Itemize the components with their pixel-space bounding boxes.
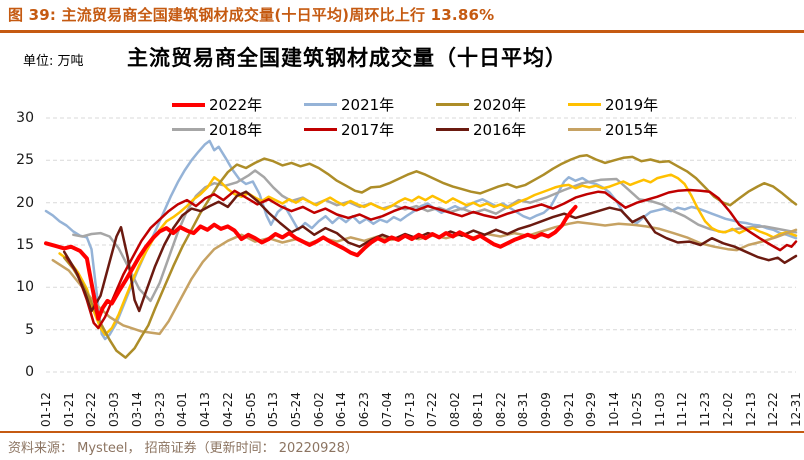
x-tick-label: 12-22 — [766, 392, 781, 427]
x-tick-label: 06-02 — [311, 392, 326, 427]
legend-item-2016年: 2016年 — [436, 117, 568, 142]
unit-label: 单位: 万吨 — [23, 54, 84, 69]
y-tick-label: 15 — [16, 237, 34, 253]
x-tick-label: 03-03 — [107, 392, 122, 427]
x-tick-label: 08-02 — [448, 392, 463, 427]
legend-label: 2017年 — [341, 121, 395, 139]
x-tick-label: 03-14 — [129, 392, 144, 427]
series-line-2017年 — [65, 188, 798, 330]
line-chart — [44, 117, 798, 373]
x-tick-label: 09-09 — [539, 392, 553, 427]
legend-label: 2018年 — [209, 121, 263, 139]
legend-item-2021年: 2021年 — [304, 92, 436, 117]
x-tick-label: 06-23 — [357, 392, 372, 427]
figure-title: 图 39: 主流贸易商全国建筑钢材成交量(十日平均)周环比上行 13.86% — [8, 6, 495, 24]
x-tick-label: 05-24 — [289, 392, 303, 427]
x-tick-label: 10-25 — [629, 392, 644, 427]
legend-swatch-icon — [304, 103, 337, 106]
x-tick-label: 04-13 — [198, 392, 213, 427]
legend-swatch-icon — [304, 128, 337, 131]
y-tick-label: 5 — [25, 321, 34, 338]
x-tick-label: 11-12 — [675, 392, 690, 427]
x-tick-label: 05-05 — [243, 392, 258, 427]
legend-label: 2019年 — [605, 96, 659, 114]
x-tick-label: 01-12 — [39, 392, 53, 427]
x-tick-label: 07-04 — [379, 392, 394, 427]
legend-item-2017年: 2017年 — [304, 117, 436, 142]
legend-label: 2015年 — [605, 121, 659, 139]
series-line-2021年 — [44, 139, 798, 341]
legend-item-2020年: 2020年 — [436, 92, 568, 117]
legend-item-2019年: 2019年 — [568, 92, 700, 117]
figure-header: 图 39: 主流贸易商全国建筑钢材成交量(十日平均)周环比上行 13.86% — [8, 4, 798, 25]
legend-swatch-icon — [436, 103, 469, 106]
legend-label: 2021年 — [341, 96, 395, 114]
x-tick-label: 11-03 — [652, 392, 667, 427]
x-tick-label: 08-11 — [470, 392, 485, 427]
x-tick-label: 08-31 — [516, 392, 531, 427]
x-tick-label: 02-22 — [84, 392, 99, 427]
x-tick-label: 06-14 — [334, 392, 349, 427]
chart-title: 主流贸易商全国建筑钢材成交量（十日平均） — [127, 45, 567, 70]
series-line-2020年 — [62, 154, 798, 359]
y-tick-label: 25 — [16, 152, 34, 169]
series-line-2022年 — [44, 204, 578, 321]
x-tick-label: 08-22 — [493, 392, 508, 427]
y-tick-label: 10 — [16, 279, 34, 296]
chart-legend: 2022年 2021年 2020年 2019年 2018年 2017年 2016年 2015年 — [172, 92, 732, 142]
header-divider — [0, 30, 804, 33]
x-tick-label: 04-01 — [175, 392, 190, 427]
y-tick-label: 0 — [25, 364, 34, 380]
legend-item-2018年: 2018年 — [172, 117, 304, 142]
x-tick-label: 01-21 — [61, 392, 76, 427]
x-tick-label: 05-13 — [266, 392, 281, 427]
x-tick-label: 09-29 — [584, 392, 599, 427]
legend-swatch-icon — [172, 102, 205, 107]
legend-label: 2022年 — [209, 96, 263, 114]
x-tick-label: 09-21 — [561, 392, 576, 427]
x-tick-label: 12-02 — [720, 392, 735, 427]
legend-swatch-icon — [172, 128, 205, 131]
legend-item-2022年: 2022年 — [172, 92, 304, 117]
x-tick-label: 12-13 — [743, 392, 758, 427]
x-tick-label: 07-22 — [425, 392, 440, 427]
x-tick-label: 12-31 — [789, 392, 803, 427]
x-tick-label: 03-23 — [152, 392, 167, 427]
x-tick-label: 10-14 — [607, 392, 622, 427]
footer-divider — [0, 431, 804, 433]
legend-swatch-icon — [568, 103, 601, 106]
legend-swatch-icon — [436, 128, 469, 131]
x-tick-label: 04-22 — [220, 392, 235, 427]
legend-label: 2016年 — [473, 121, 527, 139]
series-line-2019年 — [58, 173, 798, 336]
legend-swatch-icon — [568, 128, 601, 131]
x-tick-label: 07-13 — [402, 392, 417, 427]
legend-item-2015年: 2015年 — [568, 117, 700, 142]
series-line-2016年 — [62, 190, 798, 313]
source-note: 资料来源： Mysteel， 招商证券（更新时间： 20220928） — [8, 441, 358, 456]
y-tick-label: 20 — [16, 194, 34, 211]
legend-label: 2020年 — [473, 96, 527, 114]
y-tick-label: 30 — [16, 110, 34, 126]
x-tick-label: 11-23 — [698, 392, 713, 427]
